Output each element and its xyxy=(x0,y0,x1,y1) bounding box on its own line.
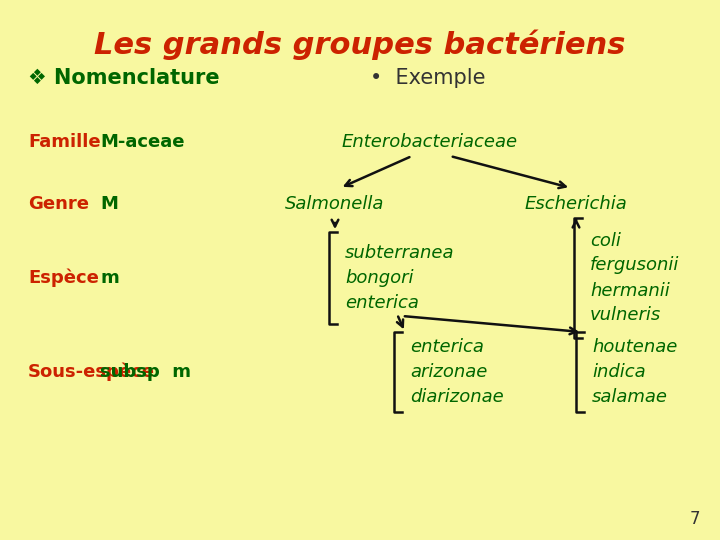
Text: coli
fergusonii
hermanii
vulneris: coli fergusonii hermanii vulneris xyxy=(590,232,680,325)
Text: Espèce: Espèce xyxy=(28,269,99,287)
Text: Famille: Famille xyxy=(28,133,101,151)
Text: Salmonella: Salmonella xyxy=(285,195,384,213)
Text: Escherichia: Escherichia xyxy=(525,195,627,213)
Text: 7: 7 xyxy=(690,510,700,528)
Text: Sous-espèce: Sous-espèce xyxy=(28,363,155,381)
Text: Les grands groupes bactériens: Les grands groupes bactériens xyxy=(94,30,626,60)
Text: Genre: Genre xyxy=(28,195,89,213)
Text: Enterobacteriaceae: Enterobacteriaceae xyxy=(342,133,518,151)
Text: •  Exemple: • Exemple xyxy=(370,68,485,88)
Text: m: m xyxy=(100,269,119,287)
Text: subsp  m: subsp m xyxy=(100,363,191,381)
Text: M: M xyxy=(100,195,118,213)
Text: enterica
arizonae
diarizonae: enterica arizonae diarizonae xyxy=(410,338,504,406)
Text: M-aceae: M-aceae xyxy=(100,133,184,151)
Text: houtenae
indica
salamae: houtenae indica salamae xyxy=(592,338,678,406)
Text: ❖ Nomenclature: ❖ Nomenclature xyxy=(28,68,220,88)
Text: subterranea
bongori
enterica: subterranea bongori enterica xyxy=(345,244,454,312)
